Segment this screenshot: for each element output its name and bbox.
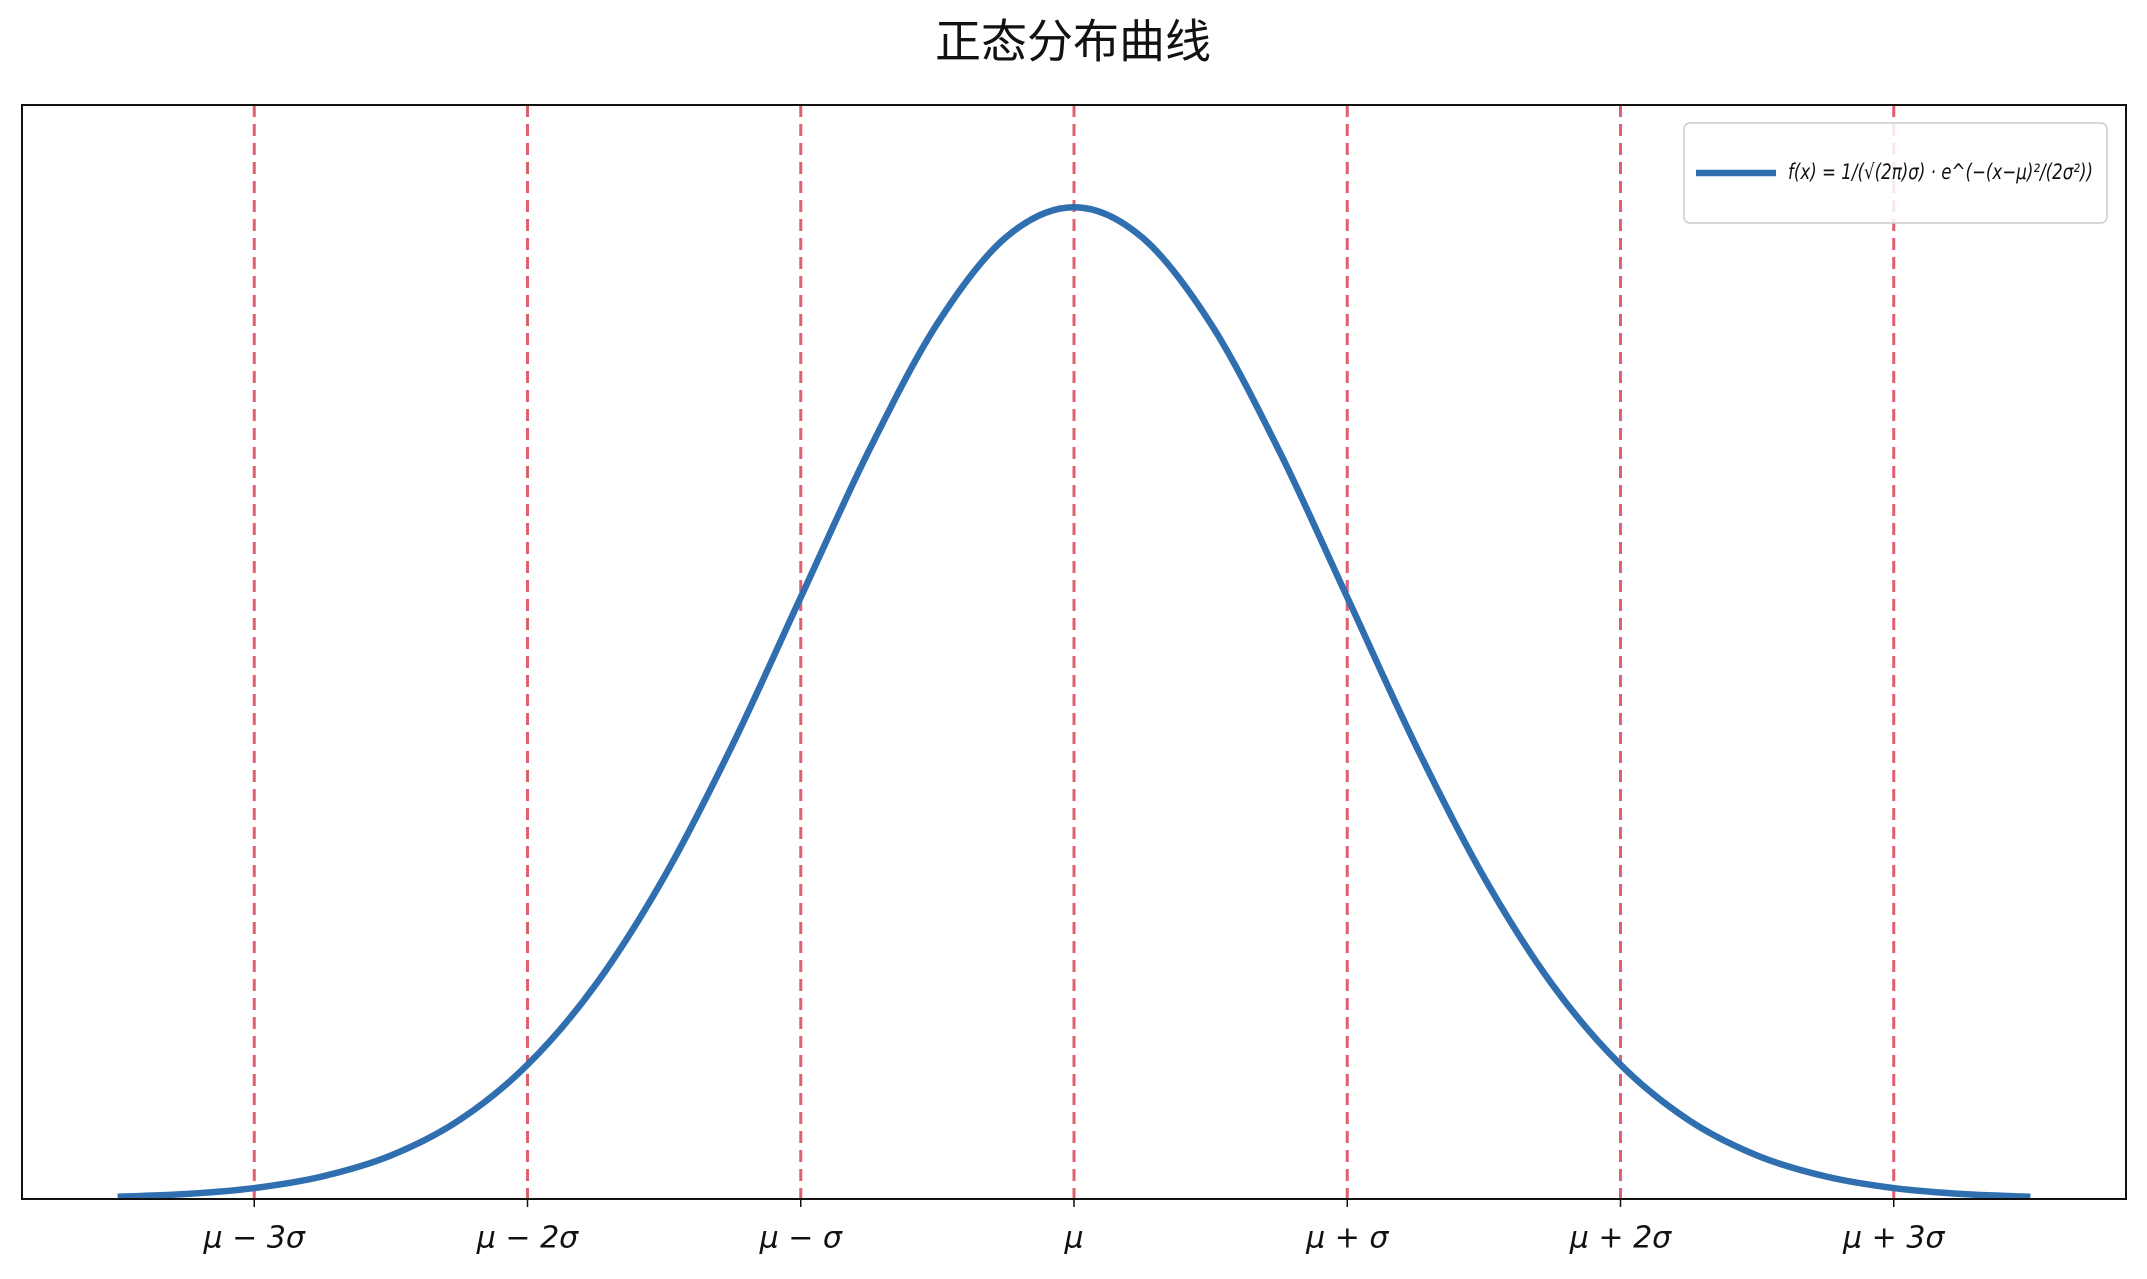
plot-frame bbox=[21, 104, 2127, 1200]
x-tick-label: μ + 3σ bbox=[1842, 1221, 1945, 1256]
x-tick-label: μ + σ bbox=[1305, 1221, 1389, 1256]
chart-title: 正态分布曲线 bbox=[935, 15, 1211, 69]
x-tick-label: μ − 3σ bbox=[203, 1221, 306, 1256]
x-tick-label: μ − σ bbox=[759, 1221, 843, 1256]
x-tick-label: μ − 2σ bbox=[476, 1221, 579, 1256]
x-tick-label: μ + 2σ bbox=[1569, 1221, 1672, 1256]
legend-label: f(x) = 1/(√(2π)σ) · e^(−(x−μ)²/(2σ²)) bbox=[1788, 160, 2093, 184]
legend-box bbox=[1683, 122, 2108, 224]
x-tick-label: μ bbox=[1063, 1221, 1083, 1256]
line bbox=[117, 203, 2031, 1201]
